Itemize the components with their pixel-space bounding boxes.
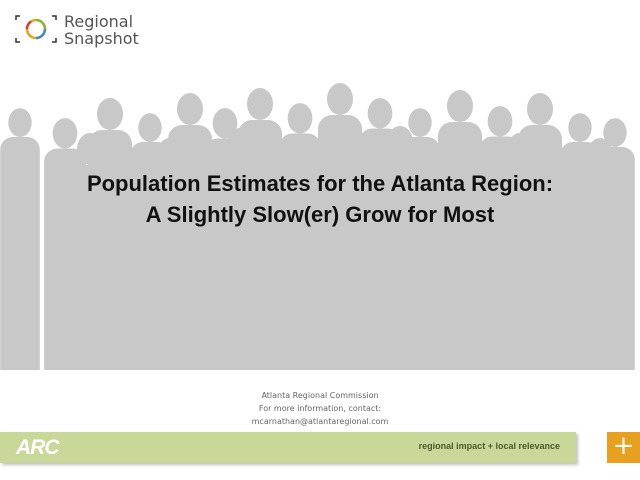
title-line1: Population Estimates for the Atlanta Reg… (86, 171, 554, 196)
plus-icon: + (607, 432, 640, 463)
footer-band: ARC regional impact + local relevance (0, 432, 576, 463)
person-silhouette (579, 138, 621, 370)
person-silhouette (218, 128, 262, 370)
logo-line2: Snapshot (64, 29, 139, 48)
contact-block: Atlanta Regional Commission For more inf… (0, 389, 640, 428)
regional-snapshot-logo: Regional Snapshot (14, 12, 144, 52)
logo-line1: Regional (64, 12, 134, 31)
logo-text: Regional Snapshot (64, 13, 139, 47)
person-silhouette (68, 133, 112, 370)
person-silhouette (378, 126, 422, 370)
person-silhouette (148, 138, 192, 370)
contact-org: Atlanta Regional Commission (261, 391, 379, 400)
person-silhouette (438, 90, 482, 370)
arc-logo: ARC (16, 436, 59, 459)
slide-title: Population Estimates for the Atlanta Reg… (0, 168, 640, 230)
person-silhouette (0, 108, 40, 370)
contact-email[interactable]: mcarnathan@atlantaregional.com (251, 417, 389, 426)
tagline: regional impact + local relevance (418, 441, 560, 451)
title-line2: A Slightly Slow(er) Grow for Most (145, 202, 495, 227)
crowd-silhouette-icon (0, 83, 635, 370)
camera-ring-icon (15, 15, 57, 43)
person-silhouette (498, 133, 542, 370)
person-silhouette (308, 136, 352, 370)
contact-info: For more information, contact: (258, 404, 382, 413)
